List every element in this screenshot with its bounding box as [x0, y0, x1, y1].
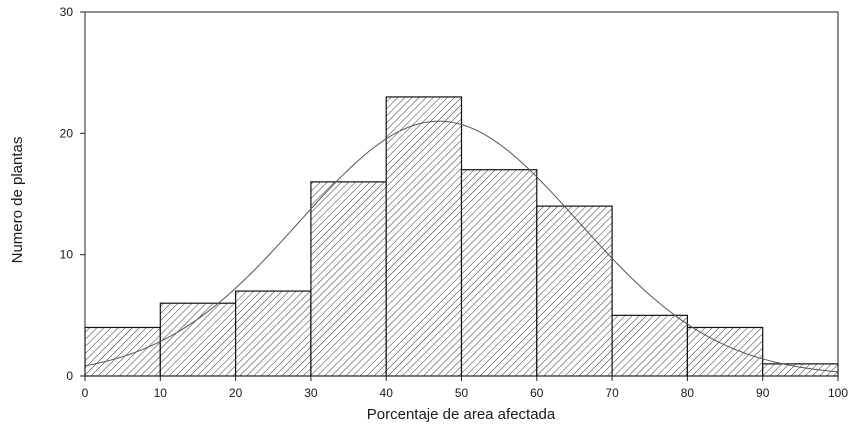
histogram-bar-6 — [536, 205, 613, 377]
y-tick-label: 10 — [60, 248, 74, 262]
y-tick-label: 0 — [66, 369, 73, 383]
histogram-bar-9 — [762, 363, 839, 377]
x-tick-label: 10 — [154, 386, 168, 400]
y-tick-label: 20 — [60, 126, 74, 140]
histogram-bar-3 — [310, 181, 387, 377]
y-axis-title: Numero de plantas — [9, 137, 26, 264]
histogram-bar-4 — [385, 96, 463, 377]
histogram-bar-1 — [159, 302, 237, 377]
histogram-bar-7 — [611, 314, 688, 377]
x-tick-label: 80 — [681, 386, 695, 400]
histogram-bar-5 — [460, 169, 538, 377]
bars-layer — [84, 96, 839, 377]
x-tick-label: 50 — [455, 386, 469, 400]
normal-fit-curve — [84, 120, 839, 373]
y-tick-label: 30 — [60, 5, 74, 19]
histogram-bar-2 — [235, 290, 312, 377]
x-tick-label: 60 — [530, 386, 544, 400]
x-axis-title: Porcentaje de area afectada — [367, 406, 556, 423]
histogram-bar-8 — [686, 326, 764, 377]
x-tick-label: 70 — [605, 386, 619, 400]
x-tick-label: 40 — [380, 386, 394, 400]
histogram-bar-0 — [84, 326, 161, 377]
x-tick-label: 30 — [304, 386, 318, 400]
axes-layer: 0 10 20 30 40 50 60 70 80 90 100 0 10 20 30 — [60, 5, 849, 400]
x-tick-label: 0 — [82, 386, 89, 400]
x-tick-label: 100 — [828, 386, 848, 400]
curve-layer — [84, 120, 839, 373]
x-tick-label: 20 — [229, 386, 243, 400]
x-tick-label: 90 — [756, 386, 770, 400]
